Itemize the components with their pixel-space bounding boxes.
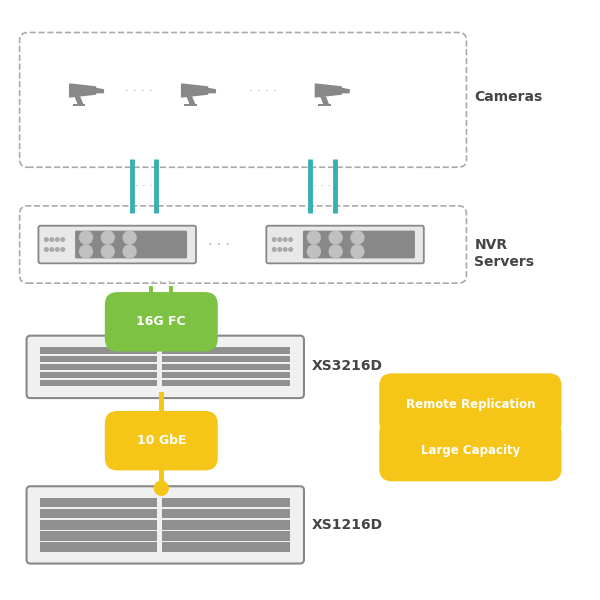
Bar — [161, 542, 290, 552]
Bar — [40, 509, 157, 518]
Polygon shape — [76, 97, 83, 104]
Circle shape — [351, 245, 364, 258]
Bar — [40, 372, 157, 378]
Circle shape — [61, 248, 65, 251]
Bar — [161, 364, 290, 370]
Polygon shape — [182, 84, 208, 97]
FancyBboxPatch shape — [379, 420, 562, 481]
Circle shape — [329, 245, 342, 258]
Bar — [40, 520, 157, 530]
Polygon shape — [321, 97, 328, 104]
Bar — [161, 380, 290, 386]
Circle shape — [351, 231, 364, 244]
Circle shape — [55, 238, 59, 241]
Polygon shape — [95, 88, 103, 92]
FancyBboxPatch shape — [303, 230, 415, 259]
Bar — [161, 372, 290, 378]
Polygon shape — [70, 84, 95, 97]
FancyBboxPatch shape — [379, 373, 562, 435]
Text: · · ·: · · · — [208, 238, 230, 251]
Text: · · · ·: · · · · — [250, 85, 277, 98]
Polygon shape — [316, 84, 341, 97]
FancyBboxPatch shape — [38, 226, 196, 263]
Circle shape — [101, 231, 114, 244]
Circle shape — [140, 332, 152, 344]
Bar — [40, 364, 157, 370]
Text: · · · ·: · · · · — [125, 85, 154, 98]
Bar — [184, 104, 197, 106]
Text: Large Capacity: Large Capacity — [421, 444, 520, 457]
Circle shape — [61, 238, 65, 241]
Text: Remote Replication: Remote Replication — [406, 398, 535, 410]
Circle shape — [283, 238, 287, 241]
Text: · · ·: · · · — [134, 181, 152, 191]
Polygon shape — [341, 88, 349, 92]
Circle shape — [289, 238, 292, 241]
Circle shape — [101, 245, 114, 258]
Circle shape — [55, 248, 59, 251]
Circle shape — [50, 238, 53, 241]
Bar — [161, 520, 290, 530]
Bar — [40, 380, 157, 386]
Bar — [73, 104, 85, 106]
Polygon shape — [208, 88, 215, 92]
FancyBboxPatch shape — [266, 226, 424, 263]
Text: 10 GbE: 10 GbE — [137, 434, 186, 447]
Polygon shape — [187, 97, 194, 104]
Text: · · ·: · · · — [151, 275, 171, 289]
Text: XS1216D: XS1216D — [312, 518, 383, 532]
Bar — [161, 509, 290, 518]
Bar — [161, 532, 290, 541]
Bar — [161, 347, 290, 354]
Circle shape — [123, 231, 136, 244]
Circle shape — [44, 248, 48, 251]
Circle shape — [272, 238, 276, 241]
Circle shape — [80, 231, 92, 244]
Bar — [40, 347, 157, 354]
Circle shape — [80, 245, 92, 258]
Text: NVR: NVR — [475, 238, 508, 251]
Text: XS3216D: XS3216D — [312, 359, 383, 373]
Circle shape — [329, 231, 342, 244]
Bar — [40, 356, 157, 362]
Text: · · ·: · · · — [313, 181, 331, 191]
Bar — [40, 498, 157, 508]
Circle shape — [44, 238, 48, 241]
Circle shape — [272, 248, 276, 251]
Bar — [40, 532, 157, 541]
Text: Servers: Servers — [475, 256, 535, 269]
Circle shape — [278, 238, 281, 241]
Text: 16G FC: 16G FC — [136, 315, 186, 328]
Bar — [161, 356, 290, 362]
Circle shape — [283, 248, 287, 251]
Circle shape — [289, 248, 292, 251]
Circle shape — [123, 245, 136, 258]
FancyBboxPatch shape — [26, 335, 304, 398]
Circle shape — [50, 248, 53, 251]
Circle shape — [154, 481, 168, 495]
Bar — [40, 542, 157, 552]
FancyBboxPatch shape — [105, 411, 218, 470]
Bar — [161, 498, 290, 508]
Text: Cameras: Cameras — [475, 90, 542, 104]
Circle shape — [307, 231, 320, 244]
Bar — [318, 104, 331, 106]
FancyBboxPatch shape — [105, 292, 218, 352]
Circle shape — [307, 245, 320, 258]
FancyBboxPatch shape — [75, 230, 187, 259]
Circle shape — [278, 248, 281, 251]
FancyBboxPatch shape — [26, 486, 304, 563]
Circle shape — [170, 332, 182, 344]
